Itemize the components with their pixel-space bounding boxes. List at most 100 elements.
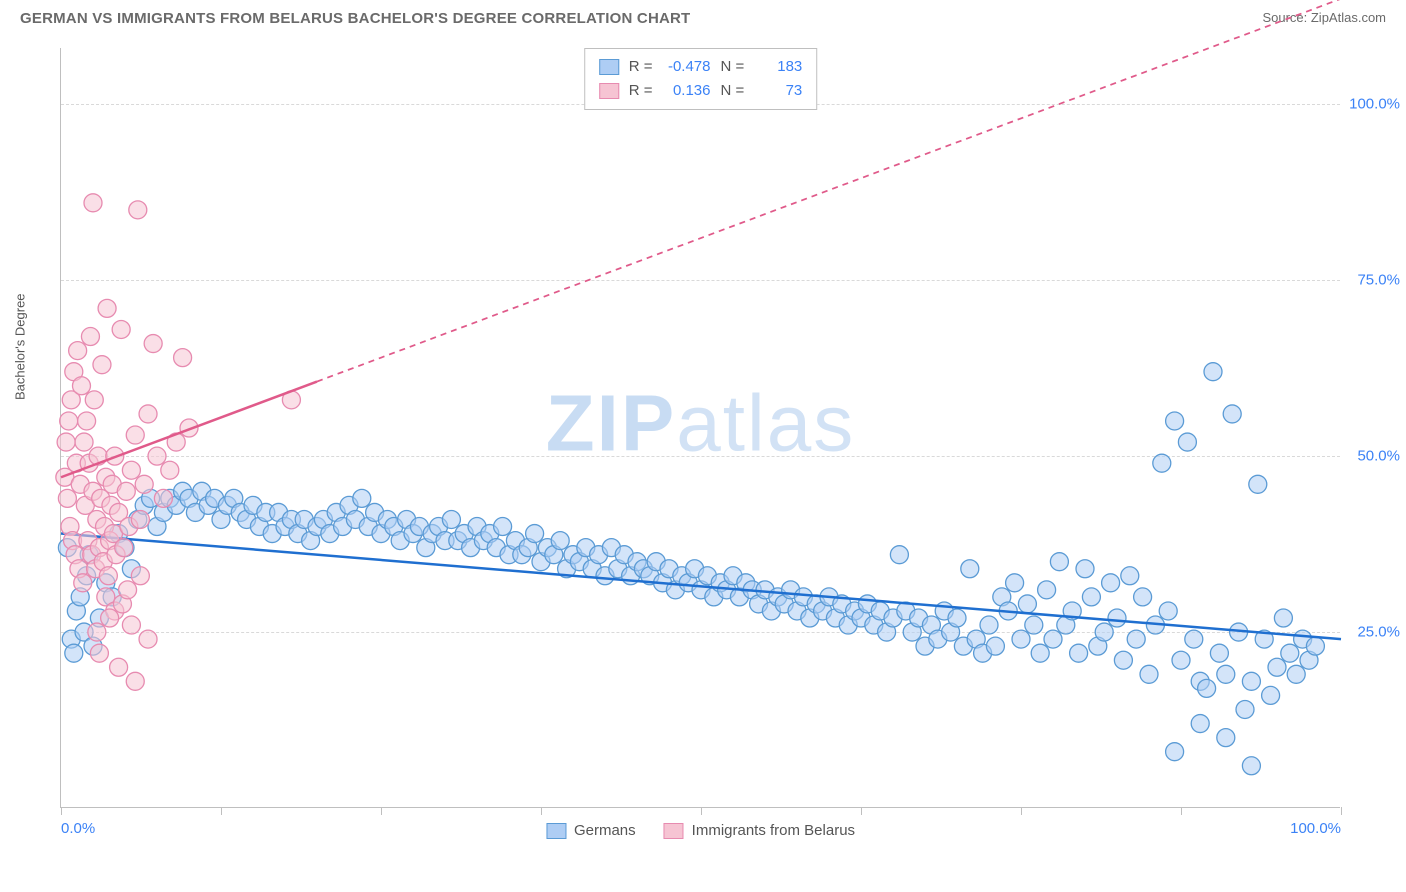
data-point-germans (1166, 412, 1184, 430)
data-point-germans (1217, 729, 1235, 747)
legend-swatch-pink (599, 83, 619, 99)
data-point-belarus (58, 489, 76, 507)
data-point-belarus (129, 201, 147, 219)
trendline-dashed-belarus (317, 0, 1341, 382)
legend-item-belarus: Immigrants from Belarus (664, 822, 855, 839)
data-point-germans (1242, 672, 1260, 690)
x-tick (1341, 807, 1342, 815)
data-point-belarus (85, 391, 103, 409)
legend-stats-row: R = 0.136 N = 73 (599, 79, 803, 103)
x-tick (1021, 807, 1022, 815)
data-point-germans (1025, 616, 1043, 634)
legend-bottom: Germans Immigrants from Belarus (546, 822, 855, 839)
data-point-belarus (84, 194, 102, 212)
data-point-belarus (148, 447, 166, 465)
data-point-germans (65, 644, 83, 662)
data-point-belarus (131, 567, 149, 585)
n-value: 183 (754, 55, 802, 79)
data-point-germans (1018, 595, 1036, 613)
data-point-germans (1050, 553, 1068, 571)
data-point-belarus (74, 574, 92, 592)
legend-stats-row: R = -0.478 N = 183 (599, 55, 803, 79)
data-point-germans (1236, 700, 1254, 718)
data-point-germans (1217, 665, 1235, 683)
legend-item-germans: Germans (546, 822, 636, 839)
x-tick (221, 807, 222, 815)
data-point-belarus (154, 489, 172, 507)
data-point-belarus (161, 461, 179, 479)
data-point-belarus (144, 335, 162, 353)
data-point-belarus (122, 616, 140, 634)
data-point-germans (1082, 588, 1100, 606)
n-label: N = (721, 55, 745, 79)
data-point-germans (1121, 567, 1139, 585)
data-point-germans (1114, 651, 1132, 669)
data-point-belarus (93, 356, 111, 374)
legend-label: Germans (574, 822, 636, 839)
r-value: 0.136 (663, 79, 711, 103)
legend-label: Immigrants from Belarus (692, 822, 855, 839)
data-point-belarus (81, 328, 99, 346)
data-point-germans (1038, 581, 1056, 599)
data-point-belarus (131, 510, 149, 528)
chart-title: GERMAN VS IMMIGRANTS FROM BELARUS BACHEL… (20, 10, 690, 27)
x-tick (1181, 807, 1182, 815)
data-point-belarus (119, 581, 137, 599)
data-point-germans (1204, 363, 1222, 381)
data-point-germans (1140, 665, 1158, 683)
data-point-belarus (139, 405, 157, 423)
data-point-germans (1006, 574, 1024, 592)
data-point-belarus (101, 609, 119, 627)
data-point-belarus (110, 658, 128, 676)
data-point-germans (980, 616, 998, 634)
data-point-germans (1012, 630, 1030, 648)
data-point-germans (1172, 651, 1190, 669)
data-point-germans (1070, 644, 1088, 662)
data-point-belarus (117, 482, 135, 500)
data-point-belarus (72, 377, 90, 395)
r-label: R = (629, 79, 653, 103)
data-point-belarus (135, 475, 153, 493)
x-tick-label: 0.0% (61, 820, 95, 837)
data-point-belarus (126, 672, 144, 690)
x-tick (701, 807, 702, 815)
data-point-belarus (112, 320, 130, 338)
data-point-germans (1274, 609, 1292, 627)
data-point-germans (1108, 609, 1126, 627)
source-label: Source: ZipAtlas.com (1262, 10, 1386, 25)
r-value: -0.478 (663, 55, 711, 79)
data-point-belarus (75, 433, 93, 451)
data-point-germans (1281, 644, 1299, 662)
data-point-germans (1242, 757, 1260, 775)
data-point-germans (1223, 405, 1241, 423)
data-point-belarus (174, 349, 192, 367)
scatter-svg (61, 48, 1340, 807)
y-axis-label: Bachelor's Degree (13, 293, 28, 400)
data-point-germans (1268, 658, 1286, 676)
chart-plot-area: ZIPatlas R = -0.478 N = 183 R = 0.136 N … (60, 48, 1340, 808)
data-point-belarus (90, 644, 108, 662)
data-point-germans (1306, 637, 1324, 655)
legend-swatch-pink (664, 823, 684, 839)
data-point-germans (1044, 630, 1062, 648)
data-point-belarus (126, 426, 144, 444)
data-point-belarus (69, 342, 87, 360)
data-point-belarus (139, 630, 157, 648)
r-label: R = (629, 55, 653, 79)
data-point-germans (1102, 574, 1120, 592)
data-point-germans (986, 637, 1004, 655)
data-point-belarus (115, 539, 133, 557)
data-point-germans (526, 525, 544, 543)
data-point-germans (1153, 454, 1171, 472)
data-point-germans (1127, 630, 1145, 648)
y-tick-label: 75.0% (1357, 272, 1400, 289)
data-point-belarus (57, 433, 75, 451)
data-point-germans (1249, 475, 1267, 493)
data-point-germans (1287, 665, 1305, 683)
n-value: 73 (754, 79, 802, 103)
data-point-belarus (99, 567, 117, 585)
y-tick-label: 50.0% (1357, 448, 1400, 465)
data-point-belarus (78, 412, 96, 430)
legend-stats-box: R = -0.478 N = 183 R = 0.136 N = 73 (584, 48, 818, 110)
trendline-germans (61, 534, 1341, 640)
